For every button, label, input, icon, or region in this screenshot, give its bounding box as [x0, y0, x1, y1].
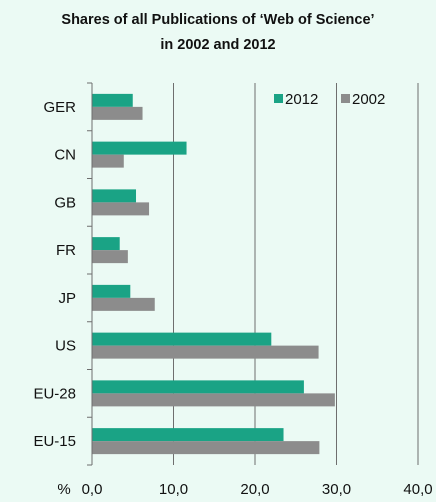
bar-2002-GER	[92, 106, 143, 120]
bar-2002-EU-15	[92, 441, 320, 455]
bar-2002-CN	[92, 154, 124, 168]
bar-2012-FR	[92, 237, 120, 251]
category-labels: GER CN GB FR JP US EU-28 EU-15	[33, 99, 76, 450]
legend-label-2002: 2002	[352, 91, 385, 108]
bar-2002-GB	[92, 202, 150, 216]
legend-swatch-2002	[341, 94, 350, 103]
bar-2002-EU-28	[92, 393, 335, 407]
category-label: CN	[54, 147, 76, 164]
bar-2002-JP	[92, 297, 155, 311]
bar-2012-GB	[92, 189, 137, 203]
category-label: GB	[54, 194, 76, 211]
x-tick-label: 0,0	[82, 481, 103, 498]
bar-2012-CN	[92, 141, 187, 155]
category-label: US	[55, 338, 76, 355]
legend-swatch-2012	[274, 94, 283, 103]
bar-2012-GER	[92, 93, 133, 107]
grid-lines	[173, 83, 419, 465]
x-tick-label: 10,0	[159, 481, 188, 498]
category-label: JP	[58, 290, 76, 307]
legend-label-2012: 2012	[285, 91, 318, 108]
category-label: EU-15	[33, 433, 76, 450]
legend: 2012 2002	[274, 91, 385, 108]
chart-title-line2: in 2002 and 2012	[160, 37, 276, 53]
x-axis-label: %	[57, 481, 70, 498]
bar-2012-EU-15	[92, 428, 284, 442]
axes	[87, 82, 93, 466]
category-label: EU-28	[33, 385, 76, 402]
x-tick-label: 30,0	[322, 481, 351, 498]
chart-title-line1: Shares of all Publications of ‘Web of Sc…	[61, 12, 375, 28]
bar-2012-US	[92, 332, 272, 346]
category-label: FR	[56, 242, 76, 259]
category-label: GER	[43, 99, 76, 116]
x-tick-labels: 0,0 10,0 20,0 30,0 40,0	[82, 481, 433, 498]
bar-2002-US	[92, 345, 319, 359]
bar-2012-JP	[92, 284, 131, 298]
bar-2012-EU-28	[92, 380, 304, 394]
bar-2002-FR	[92, 250, 128, 264]
x-tick-label: 20,0	[240, 481, 269, 498]
bars	[92, 93, 335, 455]
x-tick-label: 40,0	[403, 481, 432, 498]
